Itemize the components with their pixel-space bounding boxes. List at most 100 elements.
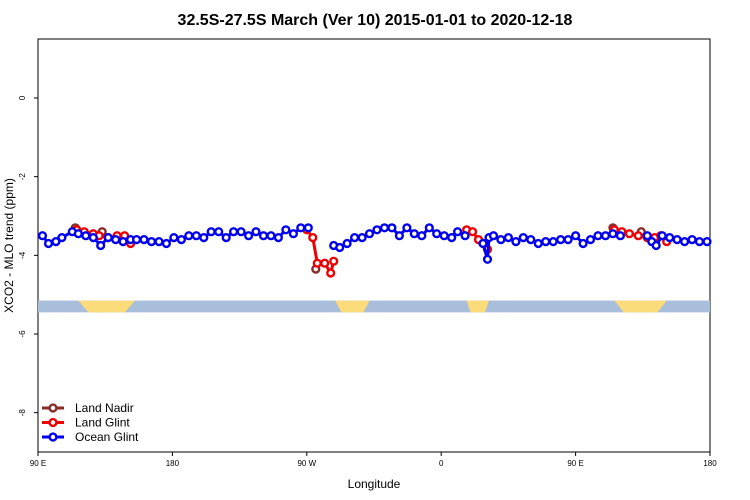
- ocean-glint-point: [176, 235, 187, 245]
- legend-item-land-nadir: Land Nadir: [42, 401, 134, 415]
- ocean-glint-point: [533, 238, 543, 249]
- ocean-glint-point: [608, 229, 618, 239]
- ocean-glint-point: [651, 240, 661, 251]
- y-tick-label: -4: [18, 251, 27, 259]
- ocean-glint-point: [221, 233, 231, 243]
- land-mask-band: [38, 300, 710, 313]
- ocean-glint-point: [154, 237, 164, 247]
- ocean-glint-point: [496, 235, 506, 245]
- legend-marker: [48, 417, 58, 428]
- ocean-glint-point: [402, 223, 412, 233]
- ocean-glint-point: [578, 238, 588, 249]
- ocean-glint-point: [214, 227, 224, 237]
- y-tick-label: -2: [18, 173, 27, 181]
- ocean-glint-point: [88, 233, 98, 243]
- ocean-glint-point: [57, 233, 67, 243]
- ocean-glint-point: [191, 231, 201, 241]
- ocean-glint-point: [206, 227, 216, 237]
- legend-marker: [48, 403, 58, 413]
- legend-item-land-glint: Land Glint: [42, 416, 130, 430]
- legend-item-ocean-glint: Ocean Glint: [42, 430, 139, 444]
- ocean-glint-point: [118, 237, 128, 247]
- ocean-glint-point: [146, 237, 157, 247]
- ocean-glint-point: [51, 237, 61, 247]
- ocean-glint-point: [702, 237, 712, 247]
- ocean-glint-point: [303, 223, 313, 233]
- land-band-segment: [335, 300, 370, 313]
- ocean-glint-point: [417, 231, 427, 241]
- ocean-glint-point: [236, 227, 246, 237]
- land-glint-point: [320, 258, 330, 268]
- ocean-glint-point: [665, 233, 675, 243]
- ocean-glint-point: [199, 233, 209, 243]
- ocean-glint-point: [615, 231, 626, 241]
- x-axis-title: Longitude: [348, 477, 401, 491]
- ocean-glint-point: [273, 233, 284, 243]
- ocean-glint-point: [139, 235, 149, 245]
- ocean-glint-point: [37, 231, 48, 241]
- ocean-glint-point: [482, 254, 493, 264]
- ocean-glint-point: [657, 231, 667, 241]
- ocean-glint-point: [335, 242, 345, 253]
- x-tick-label: 90 W: [297, 459, 316, 468]
- x-tick-label: 90 E: [30, 459, 46, 468]
- ocean-glint-point: [342, 238, 352, 249]
- ocean-glint-point: [424, 223, 434, 233]
- ocean-glint-point: [447, 233, 457, 243]
- legend-label: Land Glint: [75, 416, 130, 430]
- ocean-glint-point: [96, 240, 106, 251]
- ocean-glint-point: [244, 231, 254, 241]
- chart-title: 32.5S-27.5S March (Ver 10) 2015-01-01 to…: [178, 12, 573, 29]
- ocean-glint-point: [132, 235, 142, 245]
- ocean-glint-point: [679, 237, 690, 247]
- ocean-glint-point: [169, 233, 179, 243]
- x-tick-label: 180: [703, 459, 717, 468]
- ocean-glint-point: [453, 227, 463, 237]
- ocean-glint-point: [81, 231, 91, 241]
- ocean-glint-point: [570, 231, 581, 241]
- y-axis-title: XCO2 - MLO trend (ppm): [2, 178, 16, 313]
- ocean-glint-point: [184, 231, 194, 241]
- ocean-glint-point: [518, 233, 528, 243]
- ocean-glint-point: [229, 227, 239, 237]
- ocean-glint-point: [251, 227, 261, 237]
- ocean-glint-point: [73, 229, 83, 239]
- ocean-glint-point: [103, 233, 113, 243]
- legend-label: Land Nadir: [75, 401, 134, 415]
- ocean-glint-point: [387, 223, 397, 233]
- ocean-glint-point: [694, 237, 705, 247]
- land-glint-point: [624, 229, 635, 239]
- ocean-glint-point: [43, 238, 54, 249]
- x-tick-label: 90 E: [567, 459, 583, 468]
- ocean-glint-point: [439, 231, 449, 241]
- ocean-glint-point: [379, 223, 390, 233]
- land-glint-point: [326, 268, 336, 278]
- ocean-glint-point: [281, 225, 291, 235]
- ocean-glint-point: [541, 237, 551, 247]
- land-band-segment: [466, 300, 489, 313]
- ocean-glint-point: [288, 229, 299, 239]
- ocean-glint-point: [478, 238, 488, 249]
- land-band-segment: [614, 300, 667, 313]
- ocean-glint-point: [548, 237, 558, 247]
- ocean-glint-point: [111, 235, 121, 245]
- ocean-glint-point: [357, 233, 367, 243]
- land-glint-point: [312, 258, 322, 268]
- ocean-glint-point: [266, 231, 276, 241]
- ocean-glint-point: [600, 231, 611, 241]
- land-glint-point: [308, 233, 318, 243]
- ocean-glint-point: [488, 231, 499, 241]
- ocean-glint-point: [364, 229, 375, 239]
- ocean-glint-point: [296, 223, 306, 233]
- y-axis: 0 -2 -4 -6 -8: [18, 95, 38, 416]
- y-tick-label: -8: [18, 409, 27, 417]
- ocean-glint-point: [372, 225, 382, 235]
- land-band-segment: [78, 300, 136, 313]
- ocean-glint-point: [593, 231, 603, 241]
- land-glint-point: [329, 256, 339, 266]
- ocean-glint-point: [432, 229, 442, 239]
- ocean-glint-point: [503, 233, 514, 243]
- legend-marker: [48, 432, 58, 442]
